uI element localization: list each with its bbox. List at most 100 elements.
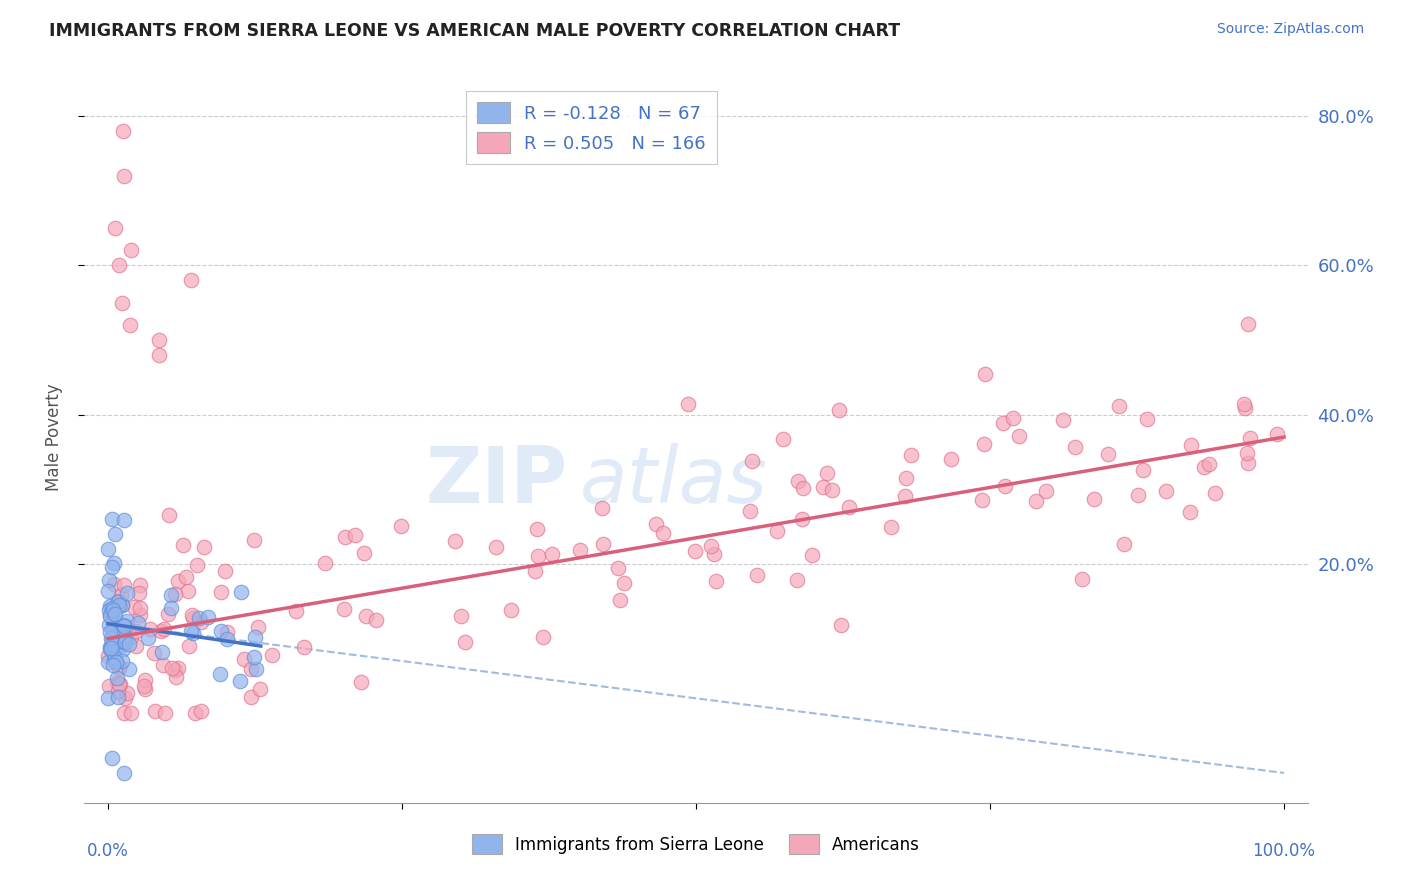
Point xyxy=(343,528,366,542)
Point xyxy=(97,691,120,706)
Point xyxy=(292,640,315,655)
Point xyxy=(568,542,591,557)
Point xyxy=(652,526,675,541)
Point xyxy=(1236,318,1258,332)
Point xyxy=(973,367,995,381)
Point xyxy=(184,706,207,721)
Point xyxy=(838,500,860,515)
Point xyxy=(243,630,266,644)
Point xyxy=(939,451,962,466)
Point xyxy=(108,259,131,273)
Point xyxy=(792,481,814,495)
Point xyxy=(98,608,121,623)
Point xyxy=(124,600,146,615)
Point xyxy=(103,653,125,667)
Point xyxy=(160,588,183,602)
Point xyxy=(181,608,204,623)
Point xyxy=(830,617,852,632)
Point xyxy=(104,607,127,621)
Point xyxy=(1180,438,1202,452)
Point xyxy=(110,598,132,612)
Point xyxy=(120,318,142,332)
Point xyxy=(98,574,121,588)
Point xyxy=(143,704,166,718)
Point xyxy=(703,547,725,561)
Point xyxy=(104,651,127,665)
Point xyxy=(333,530,356,544)
Point xyxy=(111,599,134,613)
Point xyxy=(787,474,810,488)
Point xyxy=(111,655,134,669)
Point xyxy=(1097,447,1119,461)
Point xyxy=(1008,429,1031,443)
Point xyxy=(1108,399,1130,413)
Point xyxy=(811,480,834,494)
Point xyxy=(245,662,267,676)
Point xyxy=(125,624,148,638)
Point xyxy=(180,273,202,287)
Point xyxy=(1002,411,1025,425)
Point xyxy=(1025,493,1047,508)
Point xyxy=(242,533,264,547)
Point xyxy=(1265,426,1288,441)
Point xyxy=(1035,483,1057,498)
Point xyxy=(165,670,187,684)
Point xyxy=(249,681,271,696)
Point xyxy=(152,657,174,672)
Point xyxy=(108,598,131,612)
Point xyxy=(97,655,120,669)
Point xyxy=(114,619,136,633)
Point xyxy=(111,639,134,653)
Text: IMMIGRANTS FROM SIERRA LEONE VS AMERICAN MALE POVERTY CORRELATION CHART: IMMIGRANTS FROM SIERRA LEONE VS AMERICAN… xyxy=(49,22,900,40)
Point xyxy=(181,611,204,625)
Point xyxy=(880,520,903,534)
Point xyxy=(526,523,548,537)
Point xyxy=(772,432,794,446)
Point xyxy=(1237,456,1260,470)
Point xyxy=(1236,446,1258,460)
Point xyxy=(972,492,994,507)
Point xyxy=(103,556,125,570)
Point xyxy=(1070,572,1092,586)
Text: 100.0%: 100.0% xyxy=(1253,842,1316,860)
Point xyxy=(104,618,127,632)
Point xyxy=(197,610,219,624)
Point xyxy=(120,631,142,645)
Point xyxy=(260,648,283,662)
Point xyxy=(112,766,135,780)
Point xyxy=(101,611,124,625)
Point xyxy=(211,624,233,638)
Point xyxy=(143,646,166,660)
Point xyxy=(101,751,124,765)
Point xyxy=(134,673,156,688)
Point xyxy=(107,658,129,673)
Point xyxy=(150,645,173,659)
Point xyxy=(101,605,124,619)
Point xyxy=(100,512,122,526)
Point xyxy=(1083,491,1105,506)
Point xyxy=(766,524,789,538)
Point xyxy=(150,624,173,639)
Point xyxy=(188,611,211,625)
Point xyxy=(112,618,135,632)
Point xyxy=(107,594,129,608)
Point xyxy=(706,574,728,588)
Point xyxy=(107,684,129,698)
Point xyxy=(993,416,1015,430)
Point xyxy=(160,601,183,615)
Point xyxy=(104,655,127,669)
Point xyxy=(1178,505,1201,519)
Point xyxy=(112,641,135,656)
Point xyxy=(815,467,838,481)
Point xyxy=(110,634,132,648)
Point xyxy=(118,636,141,650)
Point xyxy=(1239,431,1261,445)
Point xyxy=(1154,484,1177,499)
Point xyxy=(129,608,152,623)
Point xyxy=(97,583,120,598)
Point xyxy=(114,691,136,706)
Point xyxy=(112,513,135,527)
Point xyxy=(314,556,336,570)
Point xyxy=(499,603,522,617)
Point xyxy=(284,604,307,618)
